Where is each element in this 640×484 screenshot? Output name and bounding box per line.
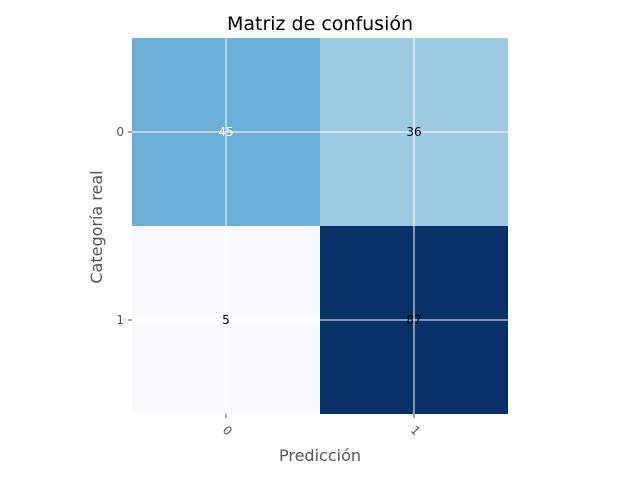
chart-title: Matriz de confusión — [227, 13, 413, 35]
cell-value-labels: 45 36 5 87 — [218, 125, 421, 327]
y-axis-label: Categoría real — [87, 170, 106, 283]
x-axis-label: Predicción — [279, 446, 361, 465]
cell-value-label: 45 — [218, 125, 233, 139]
cell-value-label: 36 — [406, 125, 421, 139]
cell-value-label: 5 — [222, 313, 230, 327]
cell-value-label: 87 — [406, 313, 421, 327]
x-tick-label: 0 — [220, 423, 235, 438]
heatmap-cells — [132, 38, 508, 414]
x-tick-label: 1 — [408, 423, 423, 438]
grid-lines — [132, 38, 508, 414]
y-tick-label: 1 — [116, 313, 124, 327]
y-axis-ticks: 01 — [116, 125, 132, 327]
y-tick-label: 0 — [116, 125, 124, 139]
